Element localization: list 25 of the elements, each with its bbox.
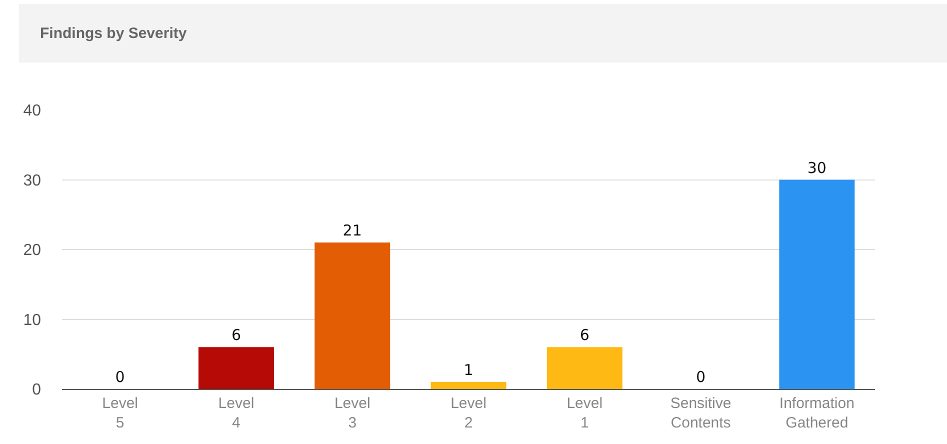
bar	[779, 180, 855, 389]
x-tick-label: Level 5	[102, 395, 138, 432]
y-tick-label: 20	[23, 242, 42, 260]
bar	[314, 242, 390, 389]
x-tick-label: Level 2	[450, 395, 486, 432]
data-label: 30	[807, 158, 826, 177]
x-tick-label: Information Gathered	[779, 395, 854, 432]
x-tick-label: Level 1	[566, 395, 603, 432]
data-label: 1	[464, 361, 474, 380]
y-tick-label: 30	[23, 172, 42, 190]
data-label: 21	[342, 222, 362, 240]
data-label: 6	[231, 326, 241, 344]
y-tick-label: 40	[23, 102, 42, 120]
bar	[198, 347, 274, 389]
y-tick-label: 0	[32, 382, 42, 399]
bar	[546, 347, 622, 389]
x-tick-label: Level 4	[218, 395, 254, 432]
y-tick-label: 10	[23, 312, 42, 329]
bar	[430, 382, 506, 389]
x-tick-label: Sensitive Contents	[670, 395, 732, 432]
data-label: 0	[115, 368, 125, 386]
x-tick-label: Level 3	[334, 395, 370, 432]
data-label: 0	[696, 368, 706, 386]
data-label: 6	[580, 326, 590, 344]
chart-title: Findings by Severity	[40, 25, 188, 42]
